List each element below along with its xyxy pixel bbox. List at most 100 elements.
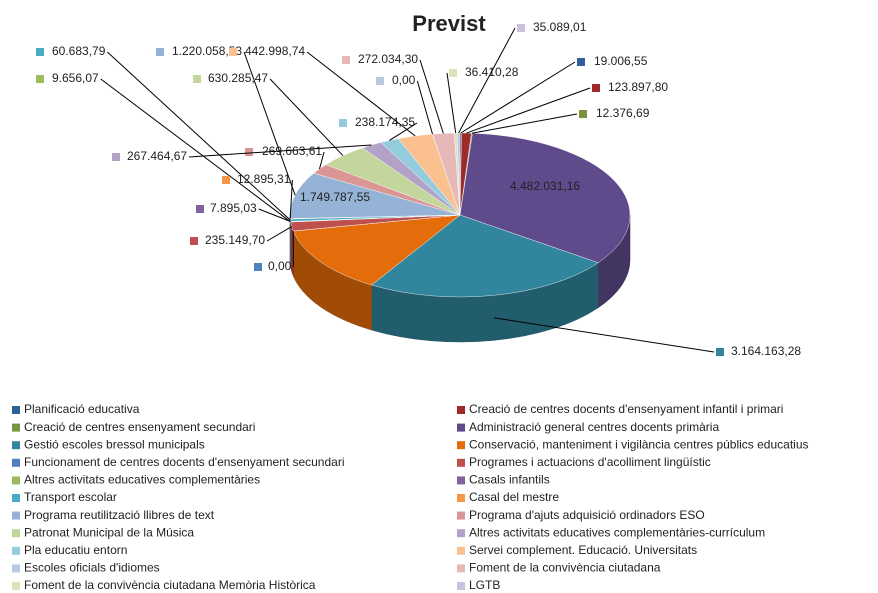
leader-line [416,80,433,135]
value-label: 269.663,61 [262,144,322,158]
label-swatch [229,48,237,56]
legend-swatch [457,582,465,590]
legend-swatch [457,423,465,432]
leader-line [258,208,291,222]
legend-swatch [12,476,20,485]
legend-swatch [457,529,465,538]
value-label: 36.410,28 [465,65,519,79]
legend-label: Funcionament de centres docents d'enseny… [24,455,344,469]
legend-label: Programa reutilització llibres de text [24,508,215,522]
pie-tops [289,132,631,298]
value-label: 3.164.163,28 [731,344,801,358]
legend-swatch [12,458,20,467]
slice [371,214,599,298]
legend-label: Servei complement. Educació. Universitat… [469,543,697,557]
value-label: 0,00 [268,259,292,273]
label-swatch [156,48,164,56]
value-label: 267.464,67 [127,149,187,163]
value-label: 9.656,07 [52,71,99,85]
leader-line [189,144,372,158]
slice [459,133,631,263]
legend-swatch [457,441,465,450]
legend-swatch [457,546,465,555]
value-label: 19.006,55 [594,54,648,68]
legend-swatch [457,494,465,502]
label-swatch [254,263,262,271]
leader-line [306,51,416,137]
label-swatch [222,176,230,184]
legend-label: Altres activitats educatives complementà… [469,525,765,539]
legend-swatch [12,582,20,590]
label-swatch [112,153,120,161]
legend-label: Foment de la convivència ciutadana [469,561,661,575]
legend-swatch [457,458,465,467]
value-label: 630.285,47 [208,71,268,85]
legend-swatch [457,564,465,573]
value-label: 1.220.058,53 [172,44,242,58]
leader-line [458,27,516,134]
leader-line [466,87,591,134]
legend-label: Escoles oficials d'idiomes [24,561,160,575]
label-swatch [193,75,201,83]
value-label: 1.749.787,55 [300,190,370,204]
legend-label: LGTB [469,578,500,592]
legend-label: Programes i actuacions d'acolliment ling… [469,455,711,469]
legend-label: Administració general centres docents pr… [469,420,719,434]
value-label: 235.149,70 [205,233,265,247]
legend-label: Creació de centres docents d'ensenyament… [469,402,783,416]
label-swatch [196,205,204,213]
value-label: 60.683,79 [52,44,106,58]
legend-swatch [12,564,20,573]
leader-line [100,78,291,223]
value-label: 123.897,80 [608,80,668,94]
legend-swatch [12,423,20,432]
legend-swatch [12,529,20,538]
leader-line [319,151,325,169]
label-swatch [579,110,587,118]
legend-label: Gestió escoles bressol municipals [24,437,205,451]
label-swatch [342,56,350,64]
legend-swatch [12,494,20,502]
leader-line [460,61,576,134]
leader-line [419,59,444,134]
legend-label: Pla educatiu entorn [24,543,127,557]
value-label: 272.034,30 [358,52,418,66]
legend-swatch [457,476,465,485]
legend-label: Patronat Municipal de la Música [24,525,194,539]
label-swatch [449,69,457,77]
leader-line [446,72,457,134]
leader-line [389,122,418,141]
leader-line [471,113,578,134]
legend-label: Conservació, manteniment i vigilància ce… [469,437,809,451]
legend-swatch [12,546,20,555]
value-label: 35.089,01 [533,20,587,34]
legend-label: Creació de centres ensenyament secundari [24,420,255,434]
value-label: 442.998,74 [245,44,305,58]
legend-swatch [12,441,20,450]
value-label: 12.376,69 [596,106,650,120]
slice [292,214,461,286]
legend-label: Transport escolar [24,490,117,504]
legend-label: Casals infantils [469,473,550,487]
label-swatch [592,84,600,92]
leader-line [266,226,292,242]
leader-line [243,51,296,196]
legend-label: Altres activitats educatives complementà… [24,473,260,487]
legend-label: Programa d'ajuts adquisició ordinadors E… [469,508,705,522]
value-label: 12.895,31 [237,172,291,186]
label-swatch [245,148,253,156]
label-swatch [339,119,347,127]
value-label: 4.482.031,16 [510,179,580,193]
legend-swatch [457,406,465,414]
label-swatch [376,77,384,85]
legend-swatch [457,511,465,520]
label-swatch [577,58,585,66]
pie-sides [289,214,631,343]
legend-label: Foment de la convivència ciutadana Memòr… [24,578,316,592]
label-swatch [190,237,198,245]
value-label: 7.895,03 [210,201,257,215]
value-label: 0,00 [392,73,416,87]
label-swatch [716,348,724,356]
label-swatch [36,75,44,83]
